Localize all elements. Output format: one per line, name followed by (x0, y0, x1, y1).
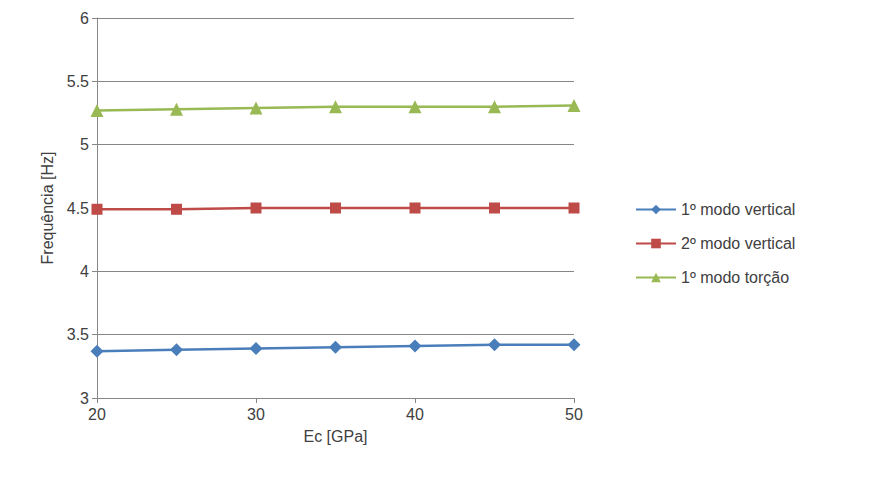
svg-text:3.5: 3.5 (67, 326, 89, 343)
svg-text:2º modo vertical: 2º modo vertical (681, 235, 795, 252)
svg-text:40: 40 (406, 406, 424, 423)
svg-text:Frequência [Hz]: Frequência [Hz] (39, 152, 56, 265)
svg-text:30: 30 (247, 406, 265, 423)
svg-text:Ec [GPa]: Ec [GPa] (303, 428, 367, 445)
svg-text:3: 3 (80, 390, 89, 407)
svg-text:4.5: 4.5 (67, 200, 89, 217)
svg-text:20: 20 (88, 406, 106, 423)
svg-text:1º modo torção: 1º modo torção (681, 269, 789, 286)
svg-text:5.5: 5.5 (67, 73, 89, 90)
svg-text:1º modo vertical: 1º modo vertical (681, 201, 795, 218)
svg-text:5: 5 (80, 136, 89, 153)
svg-text:6: 6 (80, 10, 89, 27)
svg-text:4: 4 (80, 263, 89, 280)
svg-text:50: 50 (565, 406, 583, 423)
